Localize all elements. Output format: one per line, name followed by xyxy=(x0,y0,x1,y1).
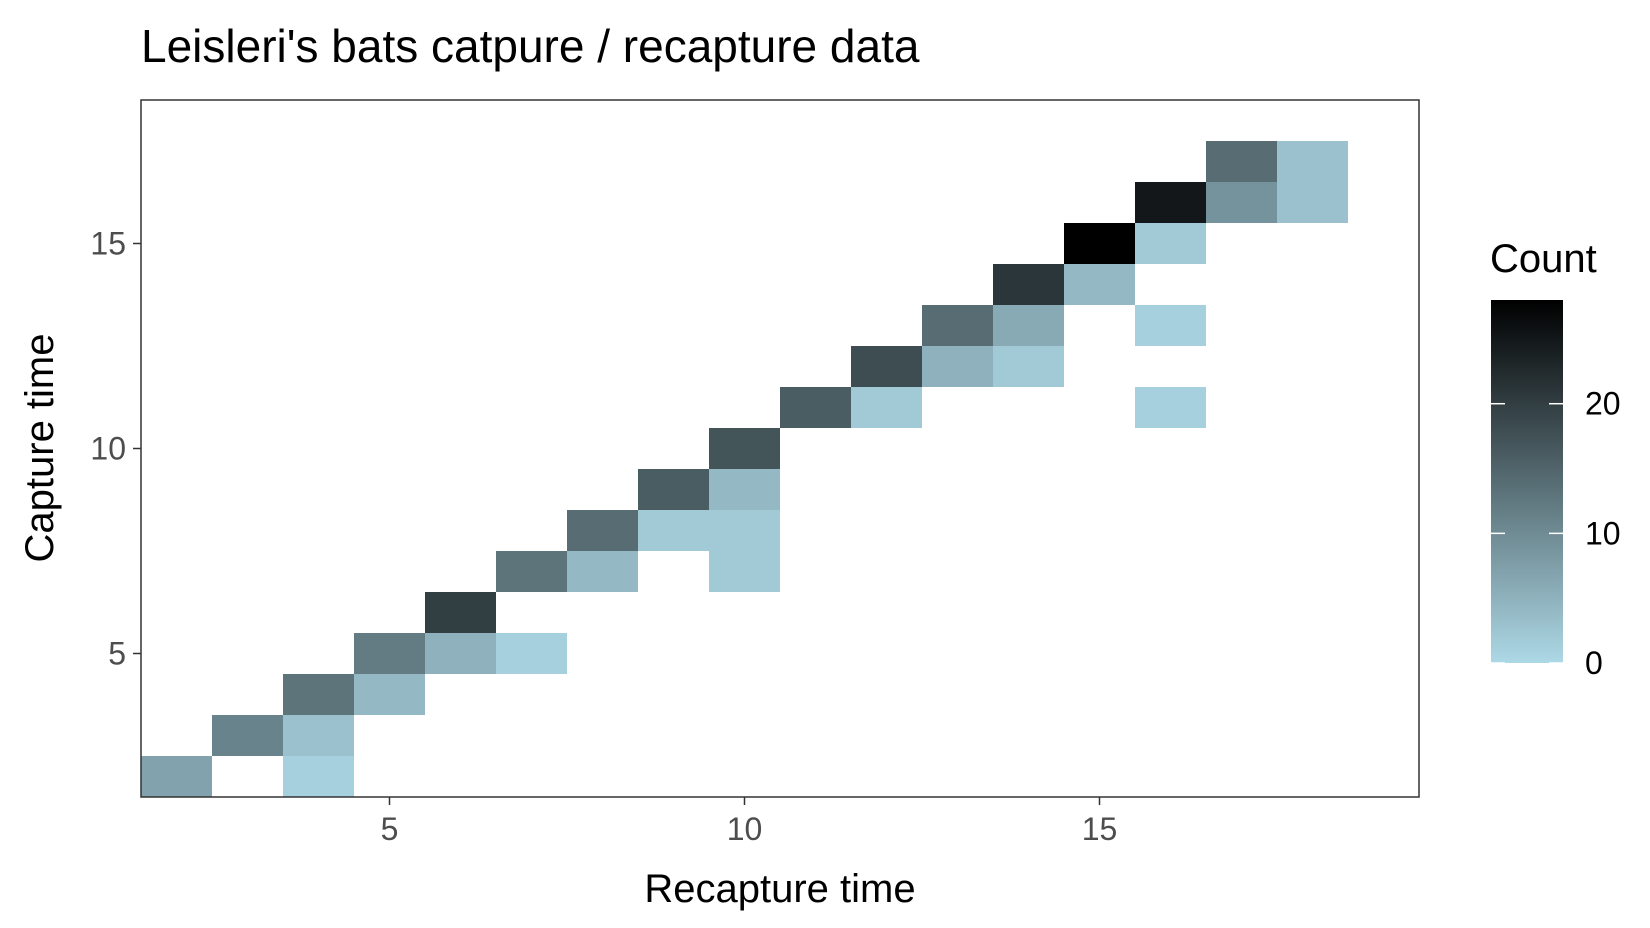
legend: Count 0 10 20 xyxy=(1490,237,1621,681)
heatmap-cell xyxy=(1206,141,1277,182)
heatmap-cell xyxy=(425,592,496,633)
heatmap-cell xyxy=(496,633,567,674)
heatmap-cell xyxy=(283,674,354,715)
y-tick-label: 5 xyxy=(108,636,126,672)
heatmap-cell xyxy=(709,469,780,510)
heatmap-cell xyxy=(496,551,567,592)
legend-ticks: 0 10 20 xyxy=(1491,386,1621,681)
x-axis-label: Recapture time xyxy=(644,867,915,911)
heatmap-cell xyxy=(709,510,780,551)
heatmap-cell xyxy=(1135,182,1206,223)
heatmap-cell xyxy=(1206,182,1277,223)
heatmap-cell xyxy=(851,387,922,428)
heatmap-cell xyxy=(212,715,283,756)
y-tick-label: 15 xyxy=(90,226,126,262)
heatmap-cell xyxy=(283,715,354,756)
heatmap-cells xyxy=(141,141,1348,797)
heatmap-cell xyxy=(993,346,1064,387)
heatmap-cell xyxy=(1064,223,1135,264)
heatmap-cell xyxy=(1135,223,1206,264)
heatmap-cell xyxy=(638,469,709,510)
legend-title: Count xyxy=(1490,237,1597,281)
heatmap-cell xyxy=(354,674,425,715)
heatmap-cell xyxy=(1135,305,1206,346)
heatmap-cell xyxy=(922,346,993,387)
heatmap-cell xyxy=(709,428,780,469)
heatmap-cell xyxy=(638,510,709,551)
heatmap-cell xyxy=(1135,387,1206,428)
chart-title: Leisleri's bats catpure / recapture data xyxy=(141,20,920,72)
heatmap-cell xyxy=(780,387,851,428)
y-tick-label: 10 xyxy=(90,431,126,467)
x-tick-label: 15 xyxy=(1082,811,1118,847)
legend-tick-label: 20 xyxy=(1585,386,1621,422)
heatmap-cell xyxy=(1277,141,1348,182)
heatmap-cell xyxy=(851,346,922,387)
heatmap-cell xyxy=(283,756,354,797)
heatmap-cell xyxy=(993,264,1064,305)
heatmap-cell xyxy=(709,551,780,592)
legend-tick-label: 0 xyxy=(1585,645,1603,681)
legend-colorbar xyxy=(1491,300,1563,663)
x-tick-label: 5 xyxy=(381,811,399,847)
heatmap-cell xyxy=(354,633,425,674)
heatmap-cell xyxy=(922,305,993,346)
heatmap-cell xyxy=(993,305,1064,346)
legend-tick-label: 10 xyxy=(1585,515,1621,551)
heatmap-cell xyxy=(567,551,638,592)
x-tick-label: 10 xyxy=(727,811,763,847)
heatmap-cell xyxy=(141,756,212,797)
heatmap-cell xyxy=(567,510,638,551)
y-axis-label: Capture time xyxy=(18,334,62,563)
heatmap-cell xyxy=(1064,264,1135,305)
axes: 5 10 15 5 10 15 xyxy=(90,226,1117,848)
heatmap-cell xyxy=(425,633,496,674)
heatmap-cell xyxy=(1277,182,1348,223)
